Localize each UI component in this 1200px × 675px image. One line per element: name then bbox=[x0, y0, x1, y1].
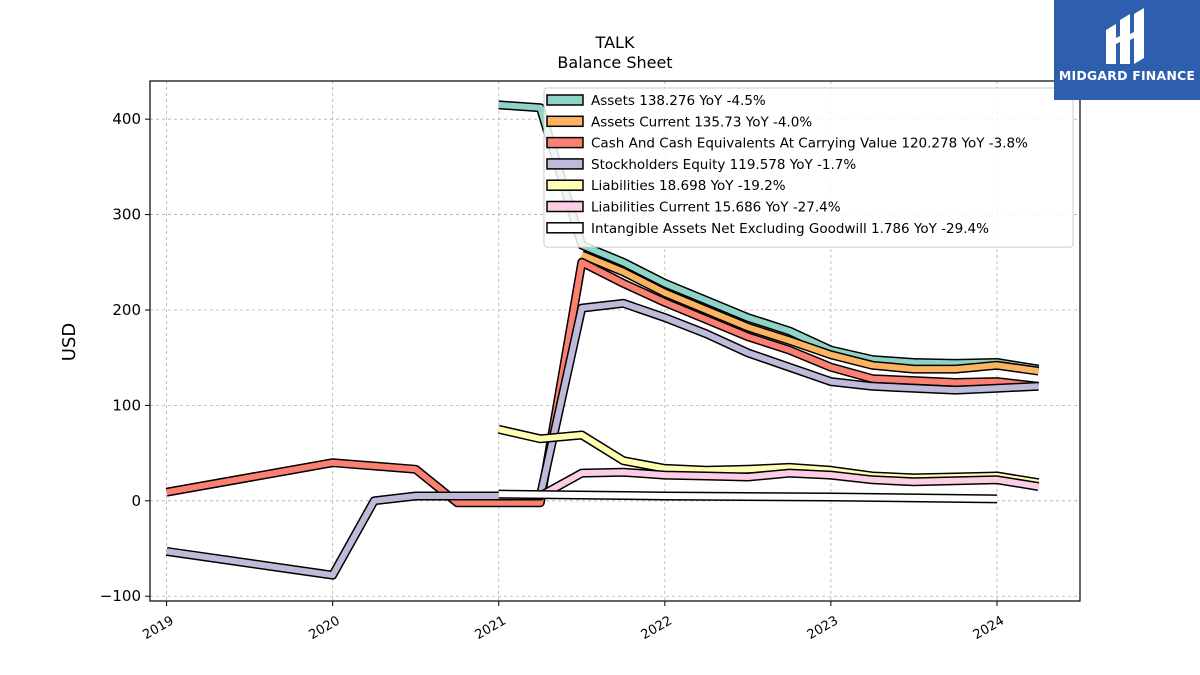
series-2 bbox=[165, 257, 1040, 508]
legend-swatch bbox=[546, 179, 584, 191]
x-axis: 2019 2020 2021 2022 2023 2024 bbox=[140, 601, 1007, 643]
legend-label: Assets 138.276 YoY -4.5% bbox=[591, 93, 766, 109]
y-tick-label: 0 bbox=[131, 492, 141, 510]
legend: Assets 138.276 YoY -4.5% Assets Current 1… bbox=[543, 87, 1074, 248]
legend-swatch bbox=[546, 94, 584, 106]
legend-swatch bbox=[546, 200, 584, 213]
legend-swatch bbox=[546, 158, 584, 170]
series-6 bbox=[498, 489, 998, 504]
x-tick-label: 2021 bbox=[473, 613, 509, 643]
x-tick-label: 2020 bbox=[307, 613, 343, 643]
x-tick-label: 2024 bbox=[971, 613, 1007, 643]
legend-item: Liabilities 18.698 YoY -19.2% bbox=[546, 178, 786, 194]
x-tick-label: 2019 bbox=[140, 613, 176, 643]
y-tick-label: 100 bbox=[112, 396, 141, 414]
series-line bbox=[538, 469, 1039, 499]
legend-label: Liabilities 18.698 YoY -19.2% bbox=[591, 178, 786, 194]
brand-name: MIDGARD FINANCE bbox=[1058, 68, 1196, 83]
series-layer bbox=[165, 100, 1040, 580]
legend-box bbox=[543, 87, 1074, 248]
brand-logo: MIDGARD FINANCE bbox=[1054, 0, 1200, 100]
series-line bbox=[580, 251, 1039, 375]
y-tick-label: 200 bbox=[112, 301, 141, 319]
y-axis: −100 0 100 200 300 400 bbox=[100, 110, 150, 605]
legend-label: Liabilities Current 15.686 YoY -27.4% bbox=[591, 200, 841, 216]
legend-item: Liabilities Current 15.686 YoY -27.4% bbox=[546, 200, 841, 216]
legend-label: Intangible Assets Net Excluding Goodwill… bbox=[591, 221, 989, 237]
plot-frame bbox=[149, 80, 1081, 602]
y-tick-label: 400 bbox=[112, 110, 141, 128]
legend-label: Cash And Cash Equivalents At Carrying Va… bbox=[591, 136, 1028, 152]
legend-swatch bbox=[546, 136, 584, 149]
legend-item: Stockholders Equity 119.578 YoY -1.7% bbox=[546, 157, 856, 173]
legend-item: Intangible Assets Net Excluding Goodwill… bbox=[546, 221, 989, 237]
y-axis-label: USD bbox=[59, 323, 80, 361]
legend-label: Assets Current 135.73 YoY -4.0% bbox=[591, 114, 812, 130]
series-line bbox=[498, 101, 1039, 373]
series-line bbox=[166, 259, 1039, 506]
series-line-outline bbox=[165, 298, 1039, 580]
legend-item: Cash And Cash Equivalents At Carrying Va… bbox=[546, 136, 1028, 152]
series-5 bbox=[538, 467, 1040, 500]
chart-title: TALK bbox=[595, 33, 635, 52]
x-tick-label: 2023 bbox=[805, 613, 841, 643]
legend-item: Assets Current 135.73 YoY -4.0% bbox=[546, 114, 812, 130]
series-0 bbox=[498, 100, 1040, 374]
legend-swatch bbox=[546, 222, 584, 234]
y-tick-label: 300 bbox=[112, 206, 141, 224]
x-tick-label: 2022 bbox=[639, 613, 675, 643]
series-1 bbox=[580, 250, 1040, 376]
series-line bbox=[166, 300, 1039, 579]
legend-swatch bbox=[546, 115, 584, 128]
series-line bbox=[498, 491, 998, 502]
series-3 bbox=[165, 298, 1039, 580]
midgard-logo-icon bbox=[1106, 8, 1144, 64]
chart-subtitle: Balance Sheet bbox=[557, 53, 672, 72]
y-tick-label: −100 bbox=[100, 587, 141, 605]
legend-label: Stockholders Equity 119.578 YoY -1.7% bbox=[591, 157, 856, 173]
legend-item: Assets 138.276 YoY -4.5% bbox=[546, 93, 766, 109]
